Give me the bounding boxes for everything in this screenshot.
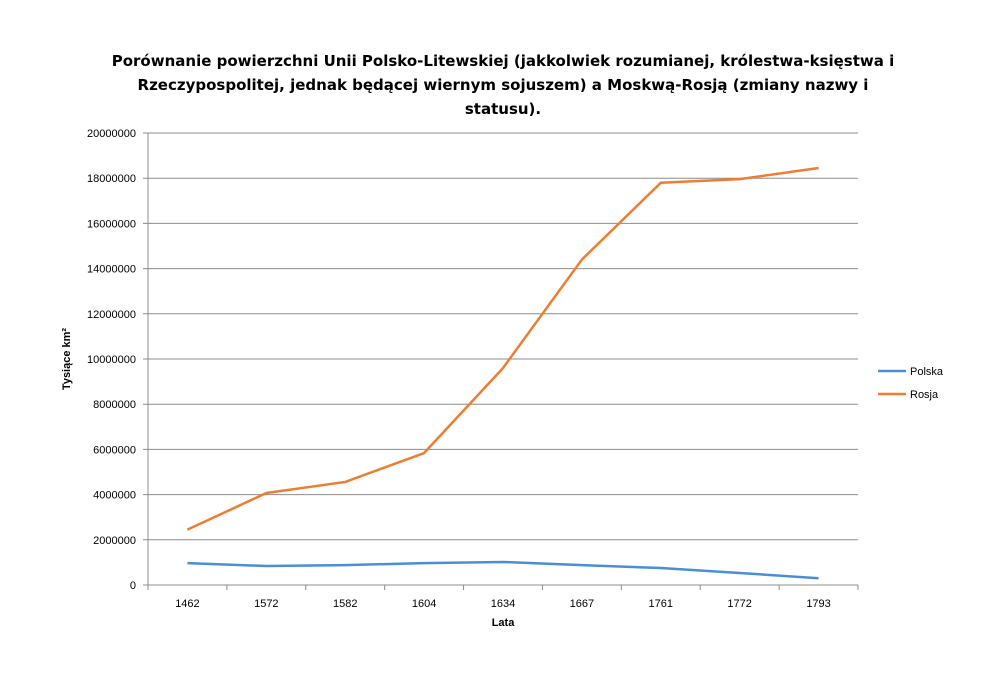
x-tick-label: 1572 [254, 598, 278, 610]
x-tick-label: 1634 [491, 598, 515, 610]
chart-title-line-3: statusu). [465, 100, 541, 118]
x-tick-label: 1793 [806, 598, 830, 610]
y-tick-label: 4000000 [93, 490, 136, 502]
y-tick-label: 20000000 [87, 128, 136, 140]
series-line-polska [187, 560, 819, 580]
legend-label-rosja: Rosja [910, 389, 939, 401]
y-tick-label: 8000000 [93, 399, 136, 411]
y-tick-label: 14000000 [87, 264, 136, 276]
y-axis-label: Tysiące km² [61, 328, 73, 391]
chart-title-line-2: Rzeczypospolitej, jednak będącej wiernym… [138, 76, 869, 94]
legend-label-polska: Polska [910, 366, 944, 378]
y-tick-label: 6000000 [93, 444, 136, 456]
x-axis-label: Lata [492, 617, 516, 629]
x-tick-label: 1772 [727, 598, 751, 610]
y-tick-label: 0 [130, 580, 136, 592]
series-line-rosja [186, 166, 819, 531]
chart-title-line-1: Porównanie powierzchni Unii Polsko-Litew… [112, 52, 895, 70]
y-tick-label: 12000000 [87, 309, 136, 321]
y-tick-label: 16000000 [87, 218, 136, 230]
y-tick-label: 18000000 [87, 173, 136, 185]
x-tick-label: 1582 [333, 598, 357, 610]
x-tick-label: 1604 [412, 598, 436, 610]
x-tick-label: 1462 [175, 598, 199, 610]
y-tick-label: 10000000 [87, 354, 136, 366]
x-tick-label: 1667 [570, 598, 594, 610]
y-tick-label: 2000000 [93, 535, 136, 547]
x-tick-label: 1761 [649, 598, 673, 610]
